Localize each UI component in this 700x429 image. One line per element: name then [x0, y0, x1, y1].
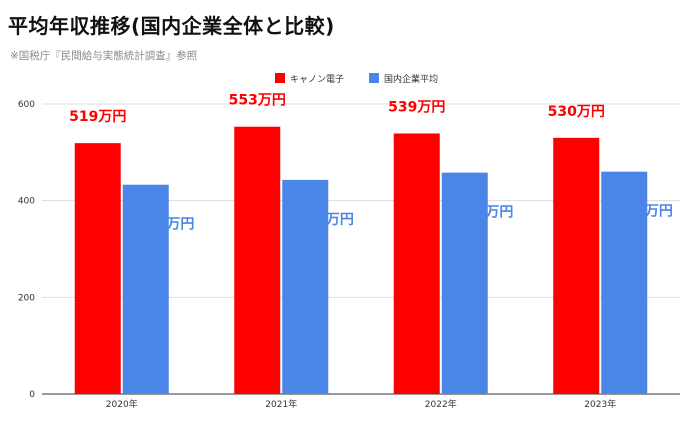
bar-canon: [74, 143, 121, 394]
data-label-average: 443万円: [297, 212, 354, 228]
x-tick-label: 2021年: [265, 398, 297, 410]
data-label-average: 433万円: [137, 217, 194, 233]
y-tick-label: 400: [18, 197, 35, 207]
x-tick-label: 2022年: [425, 398, 457, 410]
data-label-canon: 519万円: [69, 109, 126, 125]
legend-swatch-canon: [275, 73, 285, 83]
bar-canon: [553, 137, 600, 395]
data-label-canon: 553万円: [229, 93, 286, 109]
data-label-canon: 530万円: [548, 104, 605, 120]
bars: [74, 126, 648, 395]
source-note: ※国税庁『民間給与実態統計調査』参照: [10, 50, 198, 62]
data-labels: 519万円 433万円 553万円 443万円 539万円 458万円 530万円 460万円: [69, 93, 673, 233]
x-axis: 2020年 2021年 2022年 2023年: [106, 398, 616, 410]
bar-average: [601, 171, 648, 394]
legend-swatch-average: [369, 73, 379, 83]
data-label-canon: 539万円: [388, 99, 445, 115]
bar-canon: [234, 126, 281, 394]
y-tick-label: 200: [18, 293, 35, 303]
legend-label-average: 国内企業平均: [384, 73, 438, 85]
legend: キャノン電子 国内企業平均: [275, 73, 438, 85]
y-tick-label: 0: [29, 390, 35, 400]
bar-average: [282, 179, 329, 394]
bar-average: [441, 172, 488, 394]
bar-canon: [393, 133, 440, 394]
bar-average: [122, 184, 169, 394]
legend-label-canon: キャノン電子: [290, 74, 344, 85]
page-title: 平均年収推移(国内企業全体と比較): [8, 14, 335, 38]
y-tick-label: 600: [18, 100, 35, 110]
x-tick-label: 2020年: [106, 398, 138, 410]
x-tick-label: 2023年: [584, 398, 616, 410]
data-label-average: 460万円: [616, 204, 673, 220]
data-label-average: 458万円: [456, 205, 513, 221]
y-axis: 0 200 400 600: [18, 100, 35, 400]
